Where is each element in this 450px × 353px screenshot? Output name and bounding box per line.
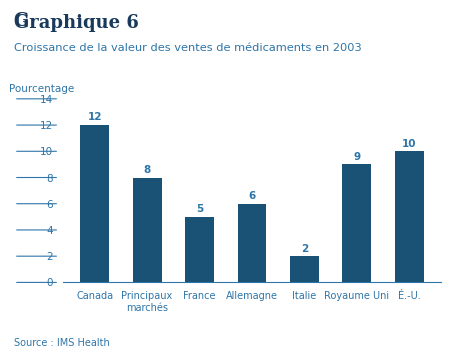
Text: 10: 10: [402, 139, 417, 149]
Bar: [133, 178, 162, 282]
Text: 2: 2: [301, 244, 308, 253]
Text: 12: 12: [87, 113, 102, 122]
Bar: [238, 204, 266, 282]
Bar: [342, 164, 371, 282]
Text: 8: 8: [144, 165, 151, 175]
Bar: [290, 256, 319, 282]
Text: Graphique 6: Graphique 6: [14, 14, 139, 32]
Bar: [80, 125, 109, 282]
Text: Pourcentage: Pourcentage: [9, 84, 74, 94]
Text: G: G: [14, 12, 29, 30]
Text: Source : IMS Health: Source : IMS Health: [14, 338, 109, 348]
Text: 9: 9: [353, 152, 360, 162]
Bar: [395, 151, 424, 282]
Text: Croissance de la valeur des ventes de médicaments en 2003: Croissance de la valeur des ventes de mé…: [14, 43, 361, 53]
Text: 6: 6: [248, 191, 256, 201]
Bar: [185, 217, 214, 282]
Text: 5: 5: [196, 204, 203, 214]
